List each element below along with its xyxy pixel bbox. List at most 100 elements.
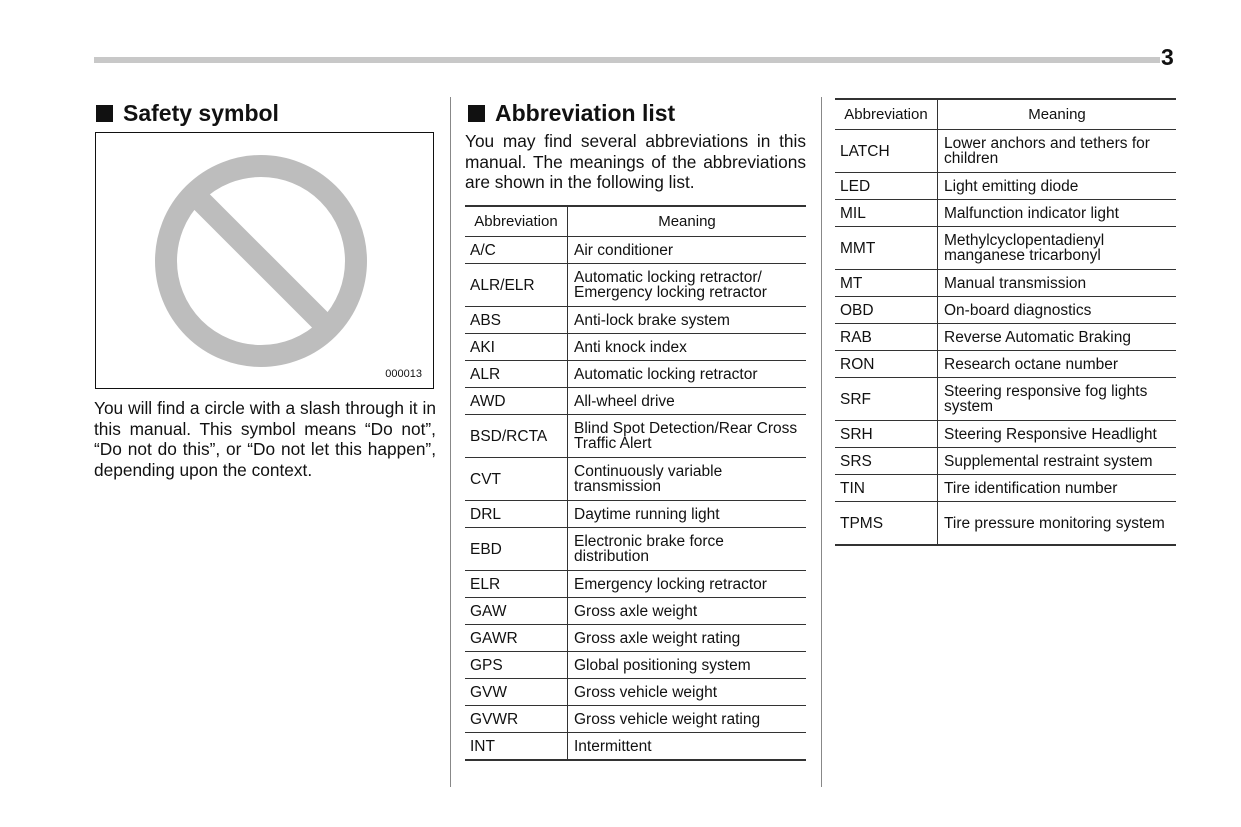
meaning-cell: Steering responsive fog lights system: [937, 377, 1176, 421]
meaning-cell: Continuously variable transmission: [567, 457, 806, 501]
table-row: ELR Emergency locking retractor: [465, 570, 806, 598]
table-header: Abbreviation Meaning: [835, 99, 1176, 130]
square-bullet-icon: [96, 105, 113, 122]
meaning-cell: Daytime running light: [567, 500, 806, 528]
table-row: GVWR Gross vehicle weight rating: [465, 705, 806, 733]
meaning-cell: Gross axle weight: [567, 597, 806, 625]
meaning-cell: Tire identification number: [937, 474, 1176, 502]
abbreviation-cell: GVWR: [465, 705, 568, 733]
meaning-cell: Intermittent: [567, 732, 806, 761]
meaning-cell: Global positioning system: [567, 651, 806, 679]
meaning-cell: Lower anchors and tethers for children: [937, 129, 1176, 173]
safety-title: Safety symbol: [123, 100, 279, 126]
table-row: SRF Steering responsive fog lights system: [835, 377, 1176, 421]
abbreviation-cell: AKI: [465, 333, 568, 361]
meaning-cell: Manual transmission: [937, 269, 1176, 297]
table-row: LED Light emitting diode: [835, 172, 1176, 200]
abbreviation-cell: GAWR: [465, 624, 568, 652]
abbrev-intro: You may find several abbreviations in th…: [465, 131, 806, 192]
abbreviation-cell: SRS: [835, 447, 938, 475]
meaning-cell: Methylcyclopentadienyl manganese tricarb…: [937, 226, 1176, 270]
abbreviation-cell: ELR: [465, 570, 568, 598]
table-row: GVW Gross vehicle weight: [465, 678, 806, 706]
table-row: AKI Anti knock index: [465, 333, 806, 361]
table-row: A/C Air conditioner: [465, 236, 806, 264]
abbreviation-cell: MMT: [835, 226, 938, 270]
meaning-cell: Automatic locking retractor: [567, 360, 806, 388]
abbreviation-cell: ALR/ELR: [465, 263, 568, 307]
meaning-cell: Blind Spot Detection/Rear Cross Traffic …: [567, 414, 806, 458]
meaning-cell: All-wheel drive: [567, 387, 806, 415]
abbreviation-table-1: Abbreviation Meaning A/C Air conditioner ALR…: [465, 205, 806, 761]
header-meaning: Meaning: [567, 206, 806, 237]
abbreviation-cell: GAW: [465, 597, 568, 625]
table-row: DRL Daytime running light: [465, 500, 806, 528]
header-abbreviation: Abbreviation: [465, 206, 568, 237]
abbreviation-cell: GVW: [465, 678, 568, 706]
table-row: MMT Methylcyclopentadienyl manganese tric…: [835, 226, 1176, 270]
figure-code: 000013: [385, 368, 422, 380]
meaning-cell: Emergency locking retractor: [567, 570, 806, 598]
page-number: 3: [1161, 44, 1174, 70]
safety-heading: Safety symbol: [96, 100, 279, 127]
table-header: Abbreviation Meaning: [465, 206, 806, 237]
abbreviation-cell: ALR: [465, 360, 568, 388]
prohibition-symbol-icon: [155, 155, 367, 367]
meaning-cell: Automatic locking retractor/ Emergency l…: [567, 263, 806, 307]
abbreviation-cell: MIL: [835, 199, 938, 227]
meaning-cell: Anti-lock brake system: [567, 306, 806, 334]
table-row: SRH Steering Responsive Headlight: [835, 420, 1176, 448]
meaning-cell: Electronic brake force distribution: [567, 527, 806, 571]
table-row: MIL Malfunction indicator light: [835, 199, 1176, 227]
column-divider: [821, 97, 822, 787]
abbreviation-cell: LED: [835, 172, 938, 200]
safety-figure: 000013: [95, 132, 434, 389]
abbreviation-cell: TIN: [835, 474, 938, 502]
table-row: TIN Tire identification number: [835, 474, 1176, 502]
meaning-cell: Tire pressure monitoring system: [937, 501, 1176, 546]
table-row: TPMS Tire pressure monitoring system: [835, 501, 1176, 546]
table-row: EBD Electronic brake force distribution: [465, 527, 806, 571]
abbreviation-cell: LATCH: [835, 129, 938, 173]
abbreviation-cell: AWD: [465, 387, 568, 415]
header-rule: [94, 57, 1160, 63]
column-divider: [450, 97, 451, 787]
abbreviation-cell: DRL: [465, 500, 568, 528]
abbreviation-cell: CVT: [465, 457, 568, 501]
abbreviation-cell: BSD/RCTA: [465, 414, 568, 458]
header-meaning: Meaning: [937, 99, 1176, 130]
abbreviation-cell: GPS: [465, 651, 568, 679]
header-abbreviation: Abbreviation: [835, 99, 938, 130]
table-row: OBD On-board diagnostics: [835, 296, 1176, 324]
table-row: GAW Gross axle weight: [465, 597, 806, 625]
abbreviation-cell: TPMS: [835, 501, 938, 546]
meaning-cell: Gross axle weight rating: [567, 624, 806, 652]
abbrev-heading: Abbreviation list: [468, 100, 675, 127]
meaning-cell: Gross vehicle weight: [567, 678, 806, 706]
abbreviation-table-2: Abbreviation Meaning LATCH Lower anchors an…: [835, 98, 1176, 546]
table-row: ALR Automatic locking retractor: [465, 360, 806, 388]
meaning-cell: Anti knock index: [567, 333, 806, 361]
abbreviation-cell: SRH: [835, 420, 938, 448]
abbreviation-cell: A/C: [465, 236, 568, 264]
table-row: INT Intermittent: [465, 732, 806, 761]
meaning-cell: Reverse Automatic Braking: [937, 323, 1176, 351]
meaning-cell: Gross vehicle weight rating: [567, 705, 806, 733]
square-bullet-icon: [468, 105, 485, 122]
meaning-cell: Air conditioner: [567, 236, 806, 264]
abbreviation-cell: EBD: [465, 527, 568, 571]
table-row: RAB Reverse Automatic Braking: [835, 323, 1176, 351]
table-row: MT Manual transmission: [835, 269, 1176, 297]
table-row: ALR/ELR Automatic locking retractor/ Emer…: [465, 263, 806, 307]
meaning-cell: Supplemental restraint system: [937, 447, 1176, 475]
table-row: GPS Global positioning system: [465, 651, 806, 679]
safety-text: You will find a circle with a slash thro…: [94, 398, 436, 480]
abbreviation-cell: OBD: [835, 296, 938, 324]
abbreviation-cell: ABS: [465, 306, 568, 334]
table-row: CVT Continuously variable transmission: [465, 457, 806, 501]
meaning-cell: On-board diagnostics: [937, 296, 1176, 324]
meaning-cell: Malfunction indicator light: [937, 199, 1176, 227]
table-row: SRS Supplemental restraint system: [835, 447, 1176, 475]
meaning-cell: Research octane number: [937, 350, 1176, 378]
abbreviation-cell: RON: [835, 350, 938, 378]
